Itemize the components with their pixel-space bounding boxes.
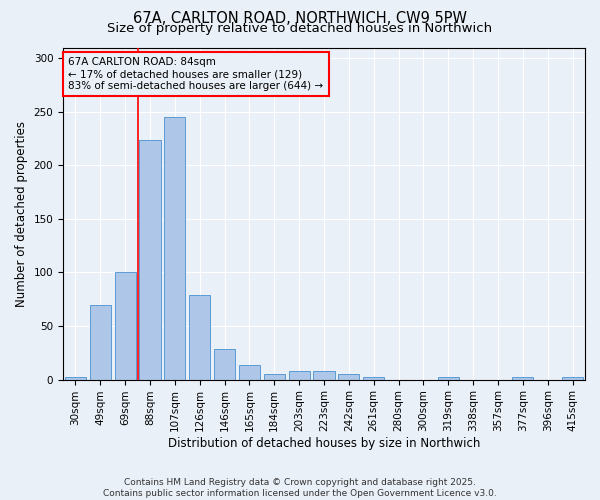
Bar <box>562 378 583 380</box>
Bar <box>264 374 285 380</box>
Bar <box>512 378 533 380</box>
Bar <box>289 371 310 380</box>
Y-axis label: Number of detached properties: Number of detached properties <box>15 120 28 306</box>
Bar <box>313 371 335 380</box>
Bar <box>115 272 136 380</box>
Bar <box>363 378 384 380</box>
Bar <box>139 140 161 380</box>
Bar <box>164 117 185 380</box>
Bar <box>239 364 260 380</box>
Bar <box>189 295 210 380</box>
X-axis label: Distribution of detached houses by size in Northwich: Distribution of detached houses by size … <box>168 437 480 450</box>
Bar <box>338 374 359 380</box>
Text: Contains HM Land Registry data © Crown copyright and database right 2025.
Contai: Contains HM Land Registry data © Crown c… <box>103 478 497 498</box>
Text: Size of property relative to detached houses in Northwich: Size of property relative to detached ho… <box>107 22 493 35</box>
Bar <box>214 348 235 380</box>
Bar <box>438 378 459 380</box>
Text: 67A CARLTON ROAD: 84sqm
← 17% of detached houses are smaller (129)
83% of semi-d: 67A CARLTON ROAD: 84sqm ← 17% of detache… <box>68 58 323 90</box>
Bar <box>90 304 111 380</box>
Bar <box>65 378 86 380</box>
Text: 67A, CARLTON ROAD, NORTHWICH, CW9 5PW: 67A, CARLTON ROAD, NORTHWICH, CW9 5PW <box>133 11 467 26</box>
